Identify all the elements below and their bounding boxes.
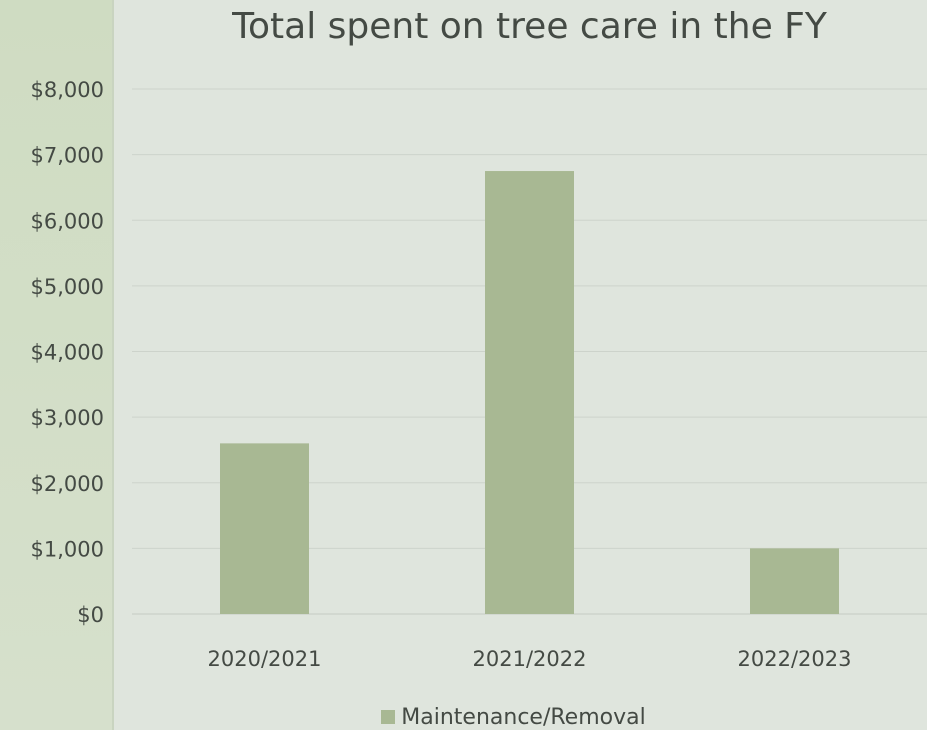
y-tick-label: $6,000: [31, 209, 104, 233]
y-tick-label: $5,000: [31, 275, 104, 299]
y-tick-label: $0: [77, 603, 104, 627]
y-tick-label: $2,000: [31, 472, 104, 496]
left-decorative-band: [0, 0, 112, 730]
plot-area: $0 $1,000 $2,000 $3,000 $4,000 $5,000 $6,000 $7…: [31, 78, 927, 671]
legend-label: Maintenance/Removal: [401, 704, 646, 730]
x-tick-label: 2022/2023: [738, 647, 852, 671]
bar: [485, 171, 574, 614]
x-tick-label: 2020/2021: [208, 647, 322, 671]
y-tick-label: $7,000: [31, 144, 104, 168]
bar: [220, 443, 309, 614]
y-tick-label: $3,000: [31, 406, 104, 430]
legend: Maintenance/Removal: [0, 704, 927, 730]
bar: [750, 548, 839, 614]
y-tick-label: $4,000: [31, 341, 104, 365]
chart-title: Total spent on tree care in the FY: [232, 6, 827, 47]
y-tick-label: $8,000: [31, 78, 104, 102]
legend-swatch: [381, 710, 396, 724]
y-tick-label: $1,000: [31, 537, 104, 561]
left-band-divider: [112, 0, 114, 730]
x-tick-label: 2021/2022: [473, 647, 587, 671]
